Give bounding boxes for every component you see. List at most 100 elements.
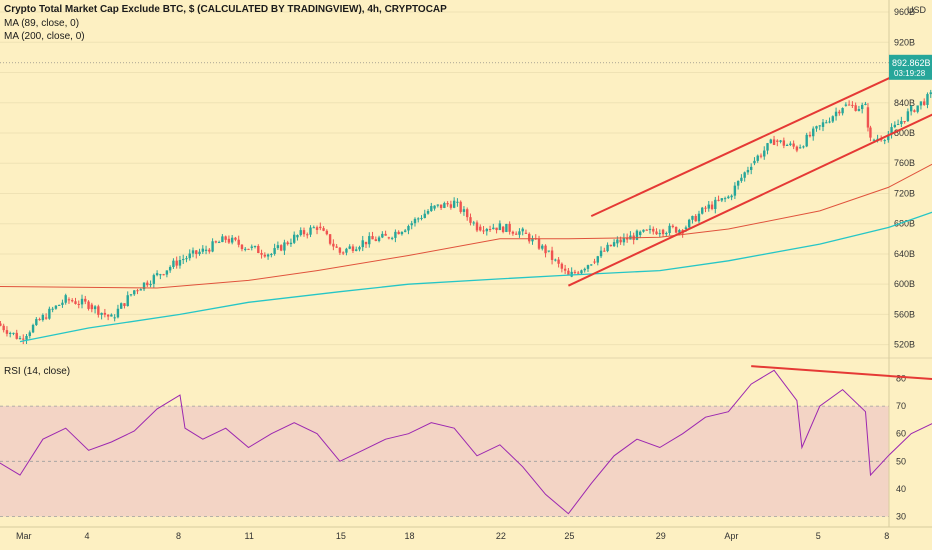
- candle-body: [113, 317, 116, 319]
- symbol-title: Crypto Total Market Cap Exclude BTC, $ (…: [4, 4, 447, 15]
- candle-body: [204, 249, 208, 251]
- candle-body: [730, 195, 733, 198]
- candle-body: [890, 127, 893, 135]
- candle-body: [384, 233, 387, 236]
- candle-body: [828, 121, 831, 123]
- date-axis-label: 5: [816, 531, 821, 541]
- candle-body: [423, 213, 426, 218]
- candle-body: [573, 271, 577, 273]
- candle-body: [586, 265, 590, 269]
- candle-body: [426, 211, 430, 214]
- candle-body: [351, 246, 355, 251]
- price-axis-label: 640B: [894, 249, 915, 259]
- date-axis-label: 8: [176, 531, 181, 541]
- candle-body: [400, 231, 404, 235]
- candle-body: [374, 239, 378, 241]
- candle-body: [407, 226, 410, 231]
- candle-body: [338, 247, 342, 253]
- price-axis-label: 920B: [894, 37, 915, 47]
- candle-body: [309, 227, 312, 235]
- candle-body: [266, 254, 270, 257]
- price-axis-label: 520B: [894, 340, 915, 350]
- candle-body: [283, 242, 286, 251]
- candle-body: [230, 237, 234, 243]
- candle-body: [691, 215, 694, 220]
- price-axis-label: 720B: [894, 188, 915, 198]
- candle-body: [785, 144, 789, 146]
- candle-body: [325, 230, 329, 235]
- candle-body: [872, 139, 876, 141]
- candle-body: [149, 283, 152, 286]
- price-axis-label: 840B: [894, 98, 915, 108]
- candle-body: [831, 116, 835, 122]
- candle-body: [459, 201, 462, 212]
- candles: [0, 89, 932, 345]
- candle-body: [678, 230, 681, 233]
- candle-body: [851, 104, 854, 106]
- candle-body: [217, 242, 221, 244]
- candle-body: [550, 250, 554, 260]
- candle-body: [495, 227, 498, 231]
- candle-body: [84, 298, 87, 302]
- candle-body: [0, 323, 2, 326]
- candle-body: [612, 242, 616, 247]
- candle-body: [844, 104, 848, 106]
- candle-body: [544, 245, 547, 254]
- candle-body: [394, 231, 397, 238]
- candle-body: [319, 226, 322, 229]
- date-axis-label: 15: [336, 531, 346, 541]
- candle-body: [869, 127, 872, 138]
- candle-body: [492, 227, 495, 230]
- candle-body: [185, 258, 188, 260]
- ma200-line: [19, 211, 932, 343]
- candle-body: [420, 217, 423, 219]
- candle-body: [488, 229, 492, 231]
- candle-body: [51, 308, 54, 310]
- candle-body: [237, 239, 240, 245]
- candle-body: [923, 101, 926, 105]
- candle-body: [795, 146, 799, 151]
- candle-body: [736, 180, 740, 186]
- candle-body: [590, 264, 593, 266]
- candle-body: [381, 233, 384, 238]
- candle-body: [808, 134, 812, 137]
- candle-body: [596, 256, 599, 263]
- candle-body: [847, 104, 851, 106]
- candle-body: [887, 134, 890, 141]
- candle-body: [191, 250, 195, 254]
- candle-body: [106, 314, 110, 317]
- candle-body: [668, 225, 671, 233]
- candle-body: [792, 143, 795, 147]
- candle-body: [576, 272, 580, 274]
- candle-body: [322, 228, 325, 231]
- candle-body: [909, 106, 913, 112]
- date-axis-label: Apr: [724, 531, 738, 541]
- candle-body: [93, 306, 97, 310]
- candle-body: [694, 215, 697, 222]
- candle-body: [377, 237, 381, 241]
- candle-body: [162, 274, 165, 276]
- candle-body: [12, 332, 15, 334]
- candle-body: [798, 147, 802, 149]
- candle-body: [466, 209, 469, 218]
- price-axis-label: 800B: [894, 128, 915, 138]
- candle-body: [652, 228, 655, 232]
- currency-label: USD: [907, 5, 927, 15]
- candle-body: [240, 244, 244, 250]
- candle-body: [198, 251, 201, 255]
- rsi-divergence-trendline: [751, 365, 932, 381]
- candle-body: [743, 172, 746, 178]
- candle-body: [2, 325, 5, 331]
- candle-body: [766, 143, 769, 151]
- candle-body: [900, 121, 903, 125]
- candle-body: [341, 252, 345, 254]
- candle-body: [168, 267, 172, 271]
- candle-body: [328, 234, 332, 244]
- candle-body: [658, 233, 661, 235]
- channel-trendline: [567, 113, 932, 287]
- candle-body: [18, 338, 22, 340]
- candle-body: [44, 317, 48, 319]
- candle-body: [410, 223, 413, 226]
- price-axis-label: 680B: [894, 219, 915, 229]
